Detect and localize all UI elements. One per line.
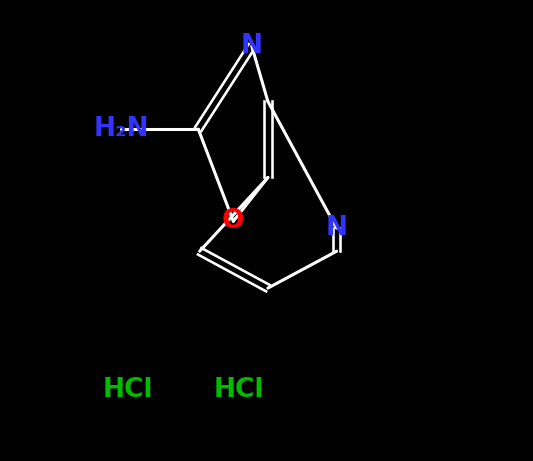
Text: HCl: HCl — [103, 377, 154, 402]
Text: H₂N: H₂N — [93, 116, 149, 142]
Text: O: O — [222, 208, 245, 234]
Text: N: N — [241, 33, 263, 59]
Text: N: N — [326, 215, 348, 241]
Text: HCl: HCl — [214, 377, 264, 402]
